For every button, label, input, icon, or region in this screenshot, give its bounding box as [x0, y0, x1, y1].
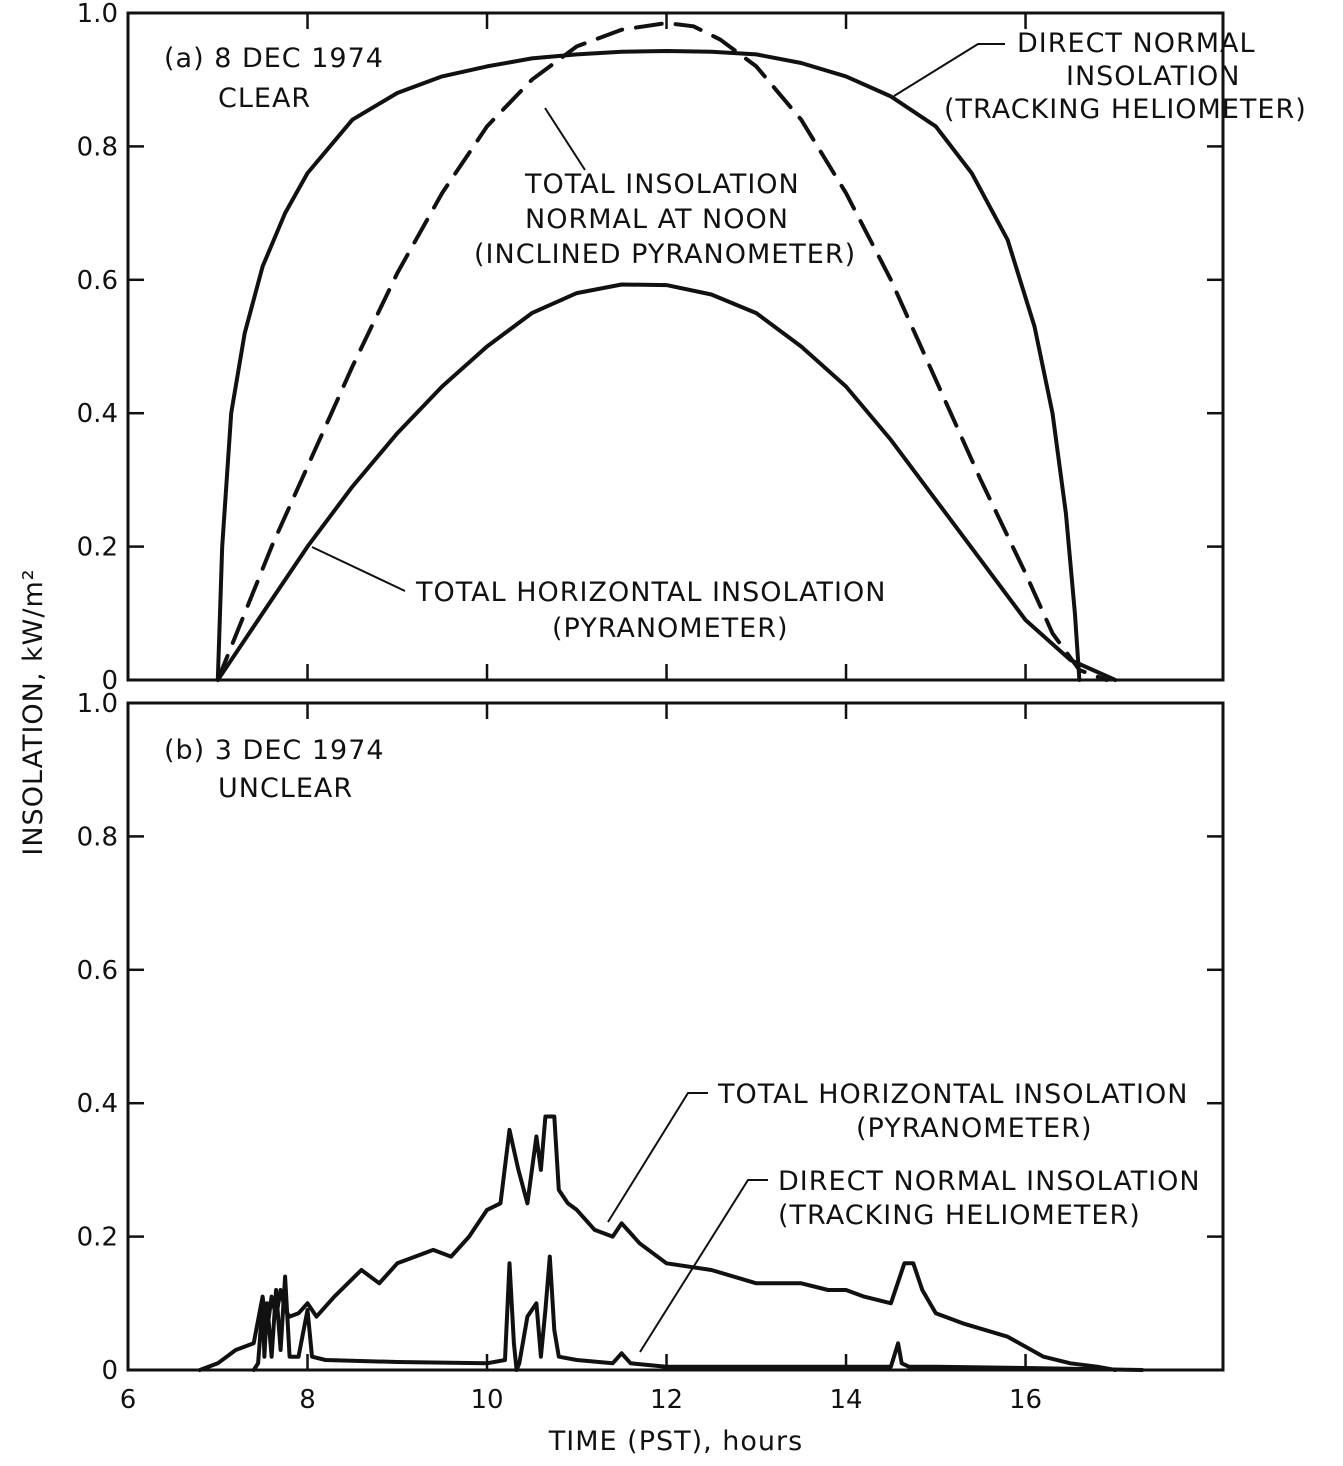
panel-b-ytick-label: 1.0: [77, 689, 118, 719]
panel-a-label-direct-normal-2: INSOLATION: [1066, 61, 1241, 92]
panel-a: 00.20.40.60.81.0 (a) 8 DEC 1974 CLEAR DI…: [77, 0, 1307, 696]
panel-b-series-layer: [200, 1117, 1142, 1371]
panel-b-xtick-label: 10: [470, 1385, 503, 1415]
panel-b-xtick-label: 8: [299, 1385, 316, 1415]
panel-a-ytick-label: 0.4: [77, 399, 118, 429]
panel-b-ytick-label: 0.4: [77, 1089, 118, 1119]
panel-b-ytick-label: 0: [101, 1356, 118, 1386]
panel-a-ytick-label: 1.0: [77, 0, 118, 29]
panel-b: 0 0.2 0.4 0.6 0.8 1.0 6 8 10 12 14 16 (b) 3 DEC 197…: [77, 689, 1223, 1415]
panel-b-xtick-label: 16: [1009, 1385, 1042, 1415]
panel-b-xtick-label: 14: [829, 1385, 862, 1415]
panel-a-ytick-label: 0.2: [77, 533, 118, 563]
panel-a-annotation-condition: CLEAR: [218, 83, 311, 114]
panel-b-ytick-label: 0.6: [77, 956, 118, 986]
panel-b-annotation-condition: UNCLEAR: [218, 773, 353, 804]
panel-b-series-0-line: [200, 1117, 1116, 1371]
panel-b-leader-horizontal: [608, 1093, 708, 1222]
panel-b-label-horizontal-1: TOTAL HORIZONTAL INSOLATION: [717, 1079, 1188, 1110]
panel-b-ytick-label: 0.2: [77, 1223, 118, 1253]
panel-b-annotation-date: (b) 3 DEC 1974: [164, 735, 385, 766]
panel-b-xtick-label: 12: [650, 1385, 683, 1415]
panel-b-label-direct-normal-2: (TRACKING HELIOMETER): [778, 1200, 1141, 1231]
panel-a-label-inclined-2: NORMAL AT NOON: [525, 204, 789, 235]
panel-a-label-direct-normal-1: DIRECT NORMAL: [1017, 28, 1256, 59]
panel-b-label-direct-normal-1: DIRECT NORMAL INSOLATION: [778, 1166, 1201, 1197]
panel-b-xtick-label: 6: [120, 1385, 137, 1415]
panel-a-label-horizontal-2: (PYRANOMETER): [552, 613, 789, 644]
panel-b-ytick-label: 0.8: [77, 822, 118, 852]
panel-a-label-direct-normal-3: (TRACKING HELIOMETER): [944, 94, 1307, 125]
panel-b-leader-direct-normal: [640, 1180, 768, 1352]
panel-a-label-horizontal-1: TOTAL HORIZONTAL INSOLATION: [415, 577, 886, 608]
y-axis-title: INSOLATION, kW/m²: [18, 568, 49, 855]
panel-a-leader-direct-normal: [894, 44, 1005, 96]
panel-a-leader-horizontal: [312, 547, 405, 591]
panel-b-label-horizontal-2: (PYRANOMETER): [856, 1113, 1093, 1144]
x-axis-title: TIME (PST), hours: [548, 1426, 803, 1457]
panel-a-label-inclined-3: (INCLINED PYRANOMETER): [474, 239, 856, 270]
panel-a-label-inclined-1: TOTAL INSOLATION: [524, 169, 800, 200]
panel-a-ytick-label: 0.8: [77, 132, 118, 162]
panel-a-ytick-label: 0.6: [77, 266, 118, 296]
panel-a-leader-inclined: [545, 108, 585, 170]
panel-a-annotation-date: (a) 8 DEC 1974: [164, 43, 384, 74]
